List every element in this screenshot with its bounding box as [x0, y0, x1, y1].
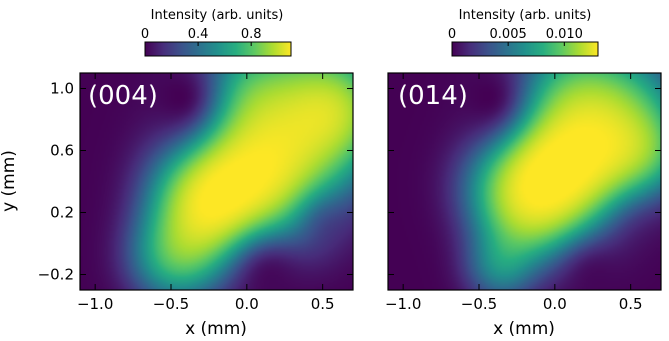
x-tick-label: −0.5	[153, 295, 189, 313]
colorbar-tick-label: 0.8	[241, 27, 262, 42]
colorbar-tick-label: 0.4	[188, 27, 209, 42]
x-tick-label: −1.0	[385, 295, 421, 313]
colorbar-gradient	[144, 41, 292, 57]
colorbar-014: Intensity (arb. units) 0 0.005 0.010	[448, 8, 599, 57]
colorbar-tick-label: 0	[448, 27, 456, 42]
colorbar-ticks: 0 0.4 0.8	[141, 27, 262, 46]
panel-004: Intensity (arb. units) 0 0.4 0.8 (004) −1.…	[0, 8, 354, 339]
x-axis-label: x (mm)	[493, 319, 555, 339]
colorbar-tick-label: 0	[141, 27, 149, 42]
x-tick-label: 0.0	[543, 295, 567, 313]
plot-frame	[387, 72, 662, 291]
y-tick-label: −0.2	[38, 266, 74, 284]
x-tick-label: 0.5	[311, 295, 335, 313]
panel-label: (004)	[88, 81, 158, 111]
x-tick-label: 0.5	[619, 295, 643, 313]
colorbar-ticks: 0 0.005 0.010	[448, 27, 583, 46]
panel-014: Intensity (arb. units) 0 0.005 0.010 (014)…	[385, 8, 662, 339]
axis-ticks: −1.0 −0.5 0.0 0.5 −0.2 0.2 0.6 1.0	[38, 73, 353, 313]
x-tick-label: −0.5	[461, 295, 497, 313]
x-axis-label: x (mm)	[185, 319, 247, 339]
colorbar-tick-label: 0.010	[546, 27, 583, 42]
x-tick-label: 0.0	[235, 295, 259, 313]
y-tick-label: 1.0	[50, 80, 74, 98]
y-tick-label: 0.2	[50, 204, 74, 222]
colorbar-label: Intensity (arb. units)	[459, 8, 592, 23]
axis-ticks: −1.0 −0.5 0.0 0.5	[385, 73, 661, 313]
colorbar-tick-label: 0.005	[490, 27, 527, 42]
plot-frame	[79, 72, 354, 291]
y-axis-label: y (mm)	[0, 150, 19, 212]
colorbar-label: Intensity (arb. units)	[151, 8, 284, 23]
colorbar-004: Intensity (arb. units) 0 0.4 0.8	[141, 8, 292, 57]
heatmap-image	[80, 73, 353, 290]
panel-label: (014)	[398, 81, 468, 111]
y-tick-label: 0.6	[50, 142, 74, 160]
colorbar-gradient	[451, 41, 599, 57]
x-tick-label: −1.0	[77, 295, 113, 313]
heatmap-image	[388, 73, 661, 290]
